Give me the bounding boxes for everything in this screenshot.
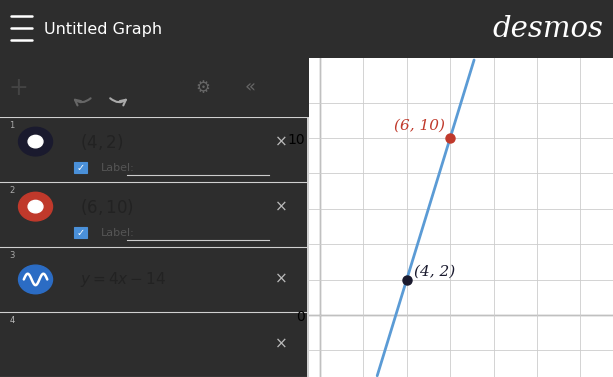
Text: ×: × bbox=[275, 337, 287, 352]
Text: (6, 10): (6, 10) bbox=[394, 118, 444, 132]
Circle shape bbox=[18, 265, 53, 294]
Text: ×: × bbox=[275, 199, 287, 214]
Text: 4: 4 bbox=[9, 316, 15, 325]
Text: $\left(6,10\right)$: $\left(6,10\right)$ bbox=[80, 197, 134, 217]
Text: 2: 2 bbox=[9, 186, 15, 195]
Text: ✓: ✓ bbox=[76, 162, 85, 173]
FancyBboxPatch shape bbox=[74, 162, 87, 173]
Circle shape bbox=[28, 200, 43, 213]
FancyBboxPatch shape bbox=[307, 117, 309, 377]
Circle shape bbox=[18, 192, 53, 221]
Text: ✓: ✓ bbox=[76, 228, 85, 238]
FancyBboxPatch shape bbox=[74, 227, 87, 238]
Text: +: + bbox=[9, 76, 28, 100]
Circle shape bbox=[28, 135, 43, 148]
Text: 3: 3 bbox=[9, 251, 15, 260]
Text: 1: 1 bbox=[9, 121, 15, 130]
Text: Label:: Label: bbox=[101, 162, 134, 173]
Text: $\left(4,2\right)$: $\left(4,2\right)$ bbox=[80, 132, 124, 152]
Text: desmos: desmos bbox=[493, 15, 604, 43]
Text: ⚙: ⚙ bbox=[195, 79, 210, 97]
Text: ×: × bbox=[275, 134, 287, 149]
Circle shape bbox=[18, 127, 53, 156]
Text: $y = 4x - 14$: $y = 4x - 14$ bbox=[80, 270, 166, 289]
Text: ×: × bbox=[275, 272, 287, 287]
Text: «: « bbox=[245, 79, 256, 97]
Text: Untitled Graph: Untitled Graph bbox=[44, 22, 162, 37]
Text: Label:: Label: bbox=[101, 228, 134, 238]
Text: (4, 2): (4, 2) bbox=[414, 264, 455, 278]
